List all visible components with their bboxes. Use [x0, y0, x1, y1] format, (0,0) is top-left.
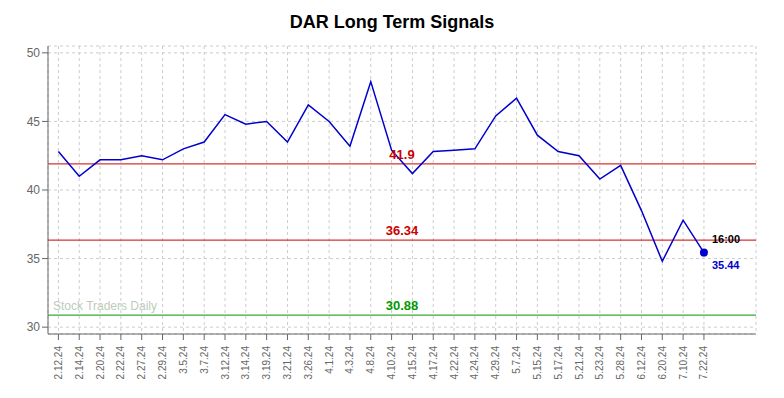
svg-text:3.5.24: 3.5.24 — [178, 346, 189, 374]
svg-text:3.12.24: 3.12.24 — [220, 346, 231, 380]
svg-text:30: 30 — [27, 320, 41, 334]
svg-text:4.3.24: 4.3.24 — [344, 346, 355, 374]
svg-text:5.17.24: 5.17.24 — [553, 346, 564, 380]
svg-text:5.21.24: 5.21.24 — [574, 346, 585, 380]
svg-text:3.14.24: 3.14.24 — [240, 346, 251, 380]
svg-text:4.8.24: 4.8.24 — [365, 346, 376, 374]
svg-text:3.26.24: 3.26.24 — [303, 346, 314, 380]
svg-text:36.34: 36.34 — [386, 223, 419, 238]
svg-text:4.24.24: 4.24.24 — [469, 346, 480, 380]
svg-text:16:00: 16:00 — [712, 233, 740, 245]
svg-text:4.17.24: 4.17.24 — [428, 346, 439, 380]
svg-text:4.15.24: 4.15.24 — [407, 346, 418, 380]
svg-text:3.21.24: 3.21.24 — [282, 346, 293, 380]
svg-text:5.15.24: 5.15.24 — [532, 346, 543, 380]
svg-text:35: 35 — [27, 252, 41, 266]
svg-text:Stock Traders Daily: Stock Traders Daily — [53, 299, 157, 313]
html-text:DAR Long Term Signals: DAR Long Term Signals — [289, 12, 495, 32]
svg-text:6.12.24: 6.12.24 — [636, 346, 647, 380]
svg-text:4.10.24: 4.10.24 — [386, 346, 397, 380]
svg-text:4.22.24: 4.22.24 — [449, 346, 460, 380]
svg-text:4.1.24: 4.1.24 — [324, 346, 335, 374]
svg-text:4.29.24: 4.29.24 — [490, 346, 501, 380]
svg-text:41.9: 41.9 — [389, 147, 414, 162]
svg-text:5.28.24: 5.28.24 — [615, 346, 626, 380]
svg-text:45: 45 — [27, 115, 41, 129]
svg-text:2.20.24: 2.20.24 — [95, 346, 106, 380]
svg-text:40: 40 — [27, 183, 41, 197]
svg-text:3.19.24: 3.19.24 — [261, 346, 272, 380]
svg-text:7.10.24: 7.10.24 — [678, 346, 689, 380]
svg-text:30.88: 30.88 — [386, 298, 419, 313]
svg-text:2.27.24: 2.27.24 — [136, 346, 147, 380]
svg-text:35.44: 35.44 — [712, 259, 740, 271]
svg-text:2.12.24: 2.12.24 — [53, 346, 64, 380]
svg-text:5.23.24: 5.23.24 — [594, 346, 605, 380]
svg-text:2.22.24: 2.22.24 — [115, 346, 126, 380]
svg-text:6.20.24: 6.20.24 — [657, 346, 668, 380]
svg-text:2.14.24: 2.14.24 — [74, 346, 85, 380]
svg-text:7.22.24: 7.22.24 — [698, 346, 709, 380]
svg-text:50: 50 — [27, 46, 41, 60]
svg-text:5.7.24: 5.7.24 — [511, 346, 522, 374]
svg-text:2.29.24: 2.29.24 — [157, 346, 168, 380]
svg-text:3.7.24: 3.7.24 — [199, 346, 210, 374]
